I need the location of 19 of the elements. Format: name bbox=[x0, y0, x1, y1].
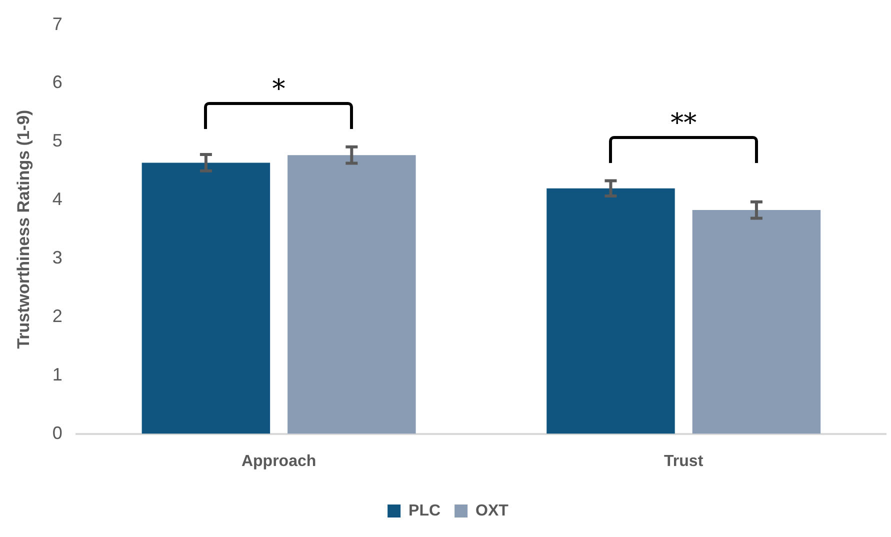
y-tick-label: 7 bbox=[52, 14, 62, 34]
annotation: * bbox=[272, 74, 286, 105]
y-tick-label: 1 bbox=[52, 364, 62, 384]
x-tick-label: Trust bbox=[664, 452, 704, 470]
y-tick-label: 0 bbox=[52, 422, 62, 443]
annotation: ** bbox=[670, 108, 697, 139]
y-tick-label: 4 bbox=[52, 189, 62, 210]
legend-label: PLC bbox=[408, 502, 441, 520]
y-axis-title: Trustworthiness Ratings (1-9) bbox=[14, 110, 33, 349]
legend-label: OXT bbox=[476, 502, 509, 520]
y-tick-label: 5 bbox=[52, 130, 62, 151]
x-tick-label: Approach bbox=[241, 452, 316, 470]
y-tick-label: 6 bbox=[52, 72, 62, 92]
bar bbox=[692, 210, 821, 434]
y-tick-label: 3 bbox=[52, 247, 62, 268]
bar bbox=[288, 155, 416, 434]
bar bbox=[546, 188, 675, 434]
y-tick-label: 2 bbox=[52, 306, 62, 326]
bar bbox=[142, 162, 270, 434]
